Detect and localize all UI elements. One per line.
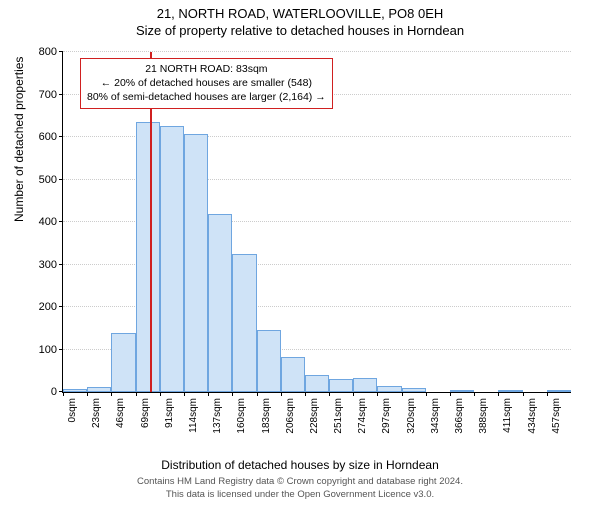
histogram-bar <box>257 330 281 392</box>
xtick-mark <box>184 392 185 396</box>
annotation-line1: 21 NORTH ROAD: 83sqm <box>87 62 326 76</box>
histogram-bar <box>547 390 571 392</box>
histogram-bar <box>87 387 111 392</box>
xtick-label: 388sqm <box>478 398 489 434</box>
xtick-label: 411sqm <box>502 398 513 433</box>
ytick-mark <box>59 221 63 222</box>
xtick-label: 160sqm <box>236 398 247 434</box>
xtick-mark <box>281 392 282 396</box>
ytick-label: 0 <box>51 386 57 398</box>
ytick-mark <box>59 179 63 180</box>
histogram-bar <box>402 388 426 392</box>
xtick-mark <box>111 392 112 396</box>
histogram-bar <box>232 254 256 392</box>
histogram-bar <box>377 386 401 392</box>
ytick-label: 300 <box>39 259 57 271</box>
ytick-mark <box>59 94 63 95</box>
xtick-mark <box>353 392 354 396</box>
ytick-mark <box>59 349 63 350</box>
xtick-mark <box>160 392 161 396</box>
xtick-label: 320sqm <box>406 398 417 434</box>
histogram-bar <box>208 214 232 393</box>
y-axis-label: Number of detached properties <box>12 57 26 222</box>
xtick-mark <box>498 392 499 396</box>
chart-container: 21, NORTH ROAD, WATERLOOVILLE, PO8 0EH S… <box>0 6 600 506</box>
xtick-mark <box>547 392 548 396</box>
page-title-line2: Size of property relative to detached ho… <box>0 23 600 38</box>
xtick-label: 183sqm <box>261 398 272 434</box>
xtick-mark <box>523 392 524 396</box>
xtick-label: 251sqm <box>333 398 344 434</box>
annotation-line2: ← 20% of detached houses are smaller (54… <box>87 76 326 90</box>
xtick-label: 274sqm <box>357 398 368 434</box>
ytick-label: 600 <box>39 131 57 143</box>
ytick-mark <box>59 136 63 137</box>
xtick-label: 297sqm <box>381 398 392 434</box>
xtick-mark <box>232 392 233 396</box>
x-axis-label: Distribution of detached houses by size … <box>0 458 600 472</box>
xtick-mark <box>402 392 403 396</box>
xtick-mark <box>63 392 64 396</box>
xtick-label: 228sqm <box>309 398 320 434</box>
ytick-label: 200 <box>39 301 57 313</box>
histogram-bar <box>160 126 184 392</box>
xtick-label: 69sqm <box>140 398 151 428</box>
ytick-label: 800 <box>39 46 57 58</box>
ytick-mark <box>59 264 63 265</box>
xtick-mark <box>450 392 451 396</box>
xtick-mark <box>136 392 137 396</box>
histogram-bar <box>329 379 353 392</box>
ytick-label: 500 <box>39 174 57 186</box>
ytick-label: 400 <box>39 216 57 228</box>
histogram-bar <box>184 134 208 392</box>
xtick-mark <box>208 392 209 396</box>
xtick-label: 366sqm <box>454 398 465 434</box>
ytick-label: 700 <box>39 89 57 101</box>
xtick-label: 0sqm <box>67 398 78 422</box>
footer-line2: This data is licensed under the Open Gov… <box>0 489 600 501</box>
xtick-label: 457sqm <box>551 398 562 434</box>
histogram-chart: 01002003004005006007008000sqm23sqm46sqm6… <box>62 52 570 392</box>
xtick-mark <box>87 392 88 396</box>
xtick-label: 114sqm <box>188 398 199 433</box>
histogram-bar <box>353 378 377 392</box>
xtick-label: 91sqm <box>164 398 175 428</box>
footer: Contains HM Land Registry data © Crown c… <box>0 476 600 501</box>
grid-line <box>63 51 571 52</box>
xtick-mark <box>257 392 258 396</box>
annotation-line3: 80% of semi-detached houses are larger (… <box>87 90 326 104</box>
xtick-mark <box>329 392 330 396</box>
histogram-bar <box>305 375 329 392</box>
histogram-bar <box>63 389 87 392</box>
histogram-bar <box>281 357 305 392</box>
xtick-mark <box>377 392 378 396</box>
histogram-bar <box>498 390 522 392</box>
xtick-mark <box>474 392 475 396</box>
annotation-box: 21 NORTH ROAD: 83sqm ← 20% of detached h… <box>80 58 333 109</box>
xtick-label: 23sqm <box>91 398 102 428</box>
xtick-mark <box>426 392 427 396</box>
ytick-mark <box>59 51 63 52</box>
xtick-label: 343sqm <box>430 398 441 434</box>
xtick-label: 434sqm <box>527 398 538 434</box>
histogram-bar <box>450 390 474 392</box>
page-title-line1: 21, NORTH ROAD, WATERLOOVILLE, PO8 0EH <box>0 6 600 21</box>
ytick-label: 100 <box>39 344 57 356</box>
histogram-bar <box>111 333 135 393</box>
footer-line1: Contains HM Land Registry data © Crown c… <box>0 476 600 488</box>
ytick-mark <box>59 306 63 307</box>
xtick-label: 206sqm <box>285 398 296 434</box>
xtick-label: 137sqm <box>212 398 223 434</box>
histogram-bar <box>136 122 160 392</box>
xtick-label: 46sqm <box>115 398 126 428</box>
xtick-mark <box>305 392 306 396</box>
